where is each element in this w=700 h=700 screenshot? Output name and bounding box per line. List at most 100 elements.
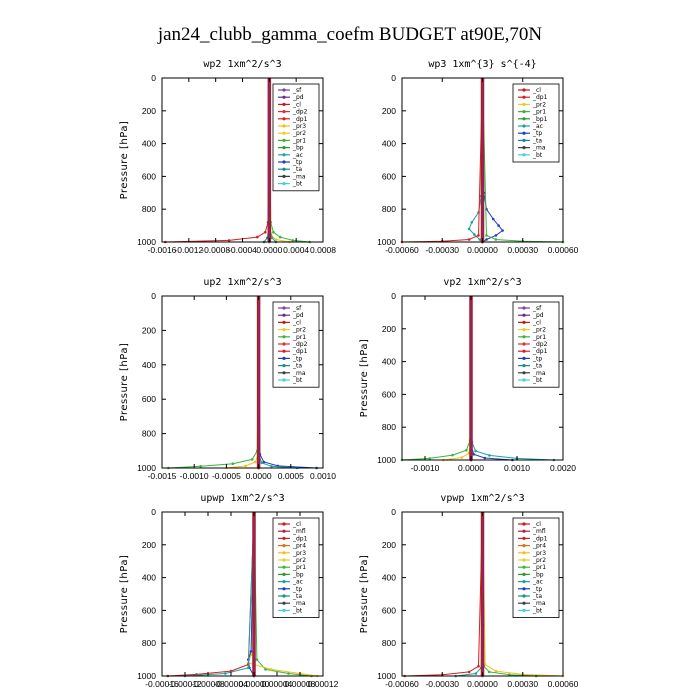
x-tick-label: -0.00060 (385, 679, 419, 689)
legend-marker (282, 551, 286, 555)
x-tick-label: -0.0012 (174, 245, 203, 255)
x-tick-label: -0.00016 (145, 679, 179, 689)
legend-label: _ta (292, 363, 302, 370)
legend-label: _sf (292, 305, 302, 312)
x-tick-label: 0.0008 (310, 245, 336, 255)
legend-marker (522, 313, 526, 317)
y-tick-label: 400 (142, 139, 156, 149)
legend-label: _pr1 (532, 109, 546, 116)
x-tick-label: 0.0010 (310, 471, 336, 481)
y-tick-label: 600 (382, 389, 396, 399)
legend-label: _bp (292, 571, 304, 578)
legend-label: _pr4 (532, 543, 546, 550)
series-line (470, 295, 513, 461)
x-tick-label: -0.00060 (385, 245, 419, 255)
data-point (483, 456, 487, 460)
legend-marker (522, 110, 526, 114)
legend-marker (282, 328, 286, 332)
data-point (485, 238, 488, 241)
legend-marker (522, 124, 526, 128)
data-point (474, 449, 477, 453)
y-tick-label: 200 (142, 106, 156, 116)
data-point (270, 465, 273, 468)
series-line (168, 295, 260, 469)
y-tick-label: 600 (142, 171, 156, 181)
data-point (470, 221, 474, 224)
series-line (226, 295, 260, 469)
x-tick-label: -0.0004 (228, 245, 257, 255)
x-tick-label: -0.00004 (214, 679, 248, 689)
legend-box (272, 83, 320, 192)
legend-marker (282, 313, 286, 317)
legend-label: _ta (292, 166, 302, 173)
legend-marker (522, 335, 526, 339)
y-tick-label: 600 (142, 605, 156, 615)
legend-marker (522, 342, 526, 346)
x-tick-label: 0.00030 (507, 679, 538, 689)
legend-marker (522, 328, 526, 332)
legend-marker (522, 522, 526, 526)
legend-label: _pr3 (292, 550, 306, 557)
legend-marker (522, 587, 526, 591)
legend-label: _ta (532, 137, 542, 144)
data-point (508, 673, 511, 676)
y-axis-label: Pressure [hPa] (119, 121, 130, 200)
legend-label: _tp (532, 586, 542, 593)
legend-marker (282, 572, 286, 577)
x-tick-label: 0.00008 (285, 679, 316, 689)
legend-label: _pr1 (292, 137, 306, 144)
legend-label: _sf (532, 305, 542, 312)
data-point (255, 658, 259, 661)
legend-label: _ac (292, 579, 303, 586)
legend-marker (282, 167, 286, 171)
panel-title: wp2 1xm^2/s^3 (203, 59, 281, 70)
legend-label: _ma (292, 370, 306, 377)
legend-label: _bt (292, 377, 303, 384)
y-tick-label: 0 (391, 507, 396, 517)
legend-label: _cl (292, 521, 301, 528)
panel-title: up2 1xm^2/s^3 (203, 277, 281, 288)
series-line (401, 77, 483, 243)
panel-title: upwp 1xm^2/s^3 (200, 493, 284, 504)
x-tick-label: 0.00060 (548, 245, 579, 255)
legend-label: _dp1 (532, 535, 548, 542)
x-tick-label: 0.0005 (278, 471, 304, 481)
legend-marker (522, 153, 526, 157)
legend-label: _pr2 (292, 327, 306, 334)
data-point (460, 456, 464, 459)
legend-marker (282, 536, 286, 541)
data-point (478, 238, 482, 241)
data-point (485, 234, 488, 237)
legend-label: _ac (532, 579, 543, 586)
legend-marker (282, 371, 286, 375)
legend-marker (522, 138, 526, 142)
x-tick-label: 0.0020 (550, 463, 576, 473)
legend-marker (522, 117, 526, 121)
data-point (491, 217, 495, 221)
legend-label: _dp1 (292, 116, 308, 123)
legend-label: _pr2 (532, 557, 546, 564)
legend-marker (522, 572, 526, 577)
legend-marker (282, 95, 286, 99)
y-tick-label: 200 (142, 325, 156, 335)
data-point (477, 234, 480, 237)
data-point (254, 460, 257, 464)
legend-marker (282, 587, 286, 591)
legend-label: _dp1 (532, 348, 548, 355)
legend-marker (522, 544, 526, 548)
x-tick-label: -0.0005 (212, 471, 241, 481)
legend-marker (522, 580, 526, 584)
data-point (272, 230, 275, 234)
data-point (250, 458, 254, 461)
legend-marker (522, 88, 526, 92)
legend-label: _cl (292, 101, 301, 108)
legend-label: _bt (292, 181, 303, 188)
legend-marker (282, 349, 286, 353)
x-tick-label: 0.00060 (548, 679, 579, 689)
x-tick-label: 0.00012 (308, 679, 339, 689)
legend-marker (522, 536, 526, 541)
legend-marker (522, 349, 526, 353)
x-tick-label: -0.0015 (148, 471, 177, 481)
y-tick-label: 800 (382, 204, 396, 214)
legend-marker (282, 544, 286, 548)
